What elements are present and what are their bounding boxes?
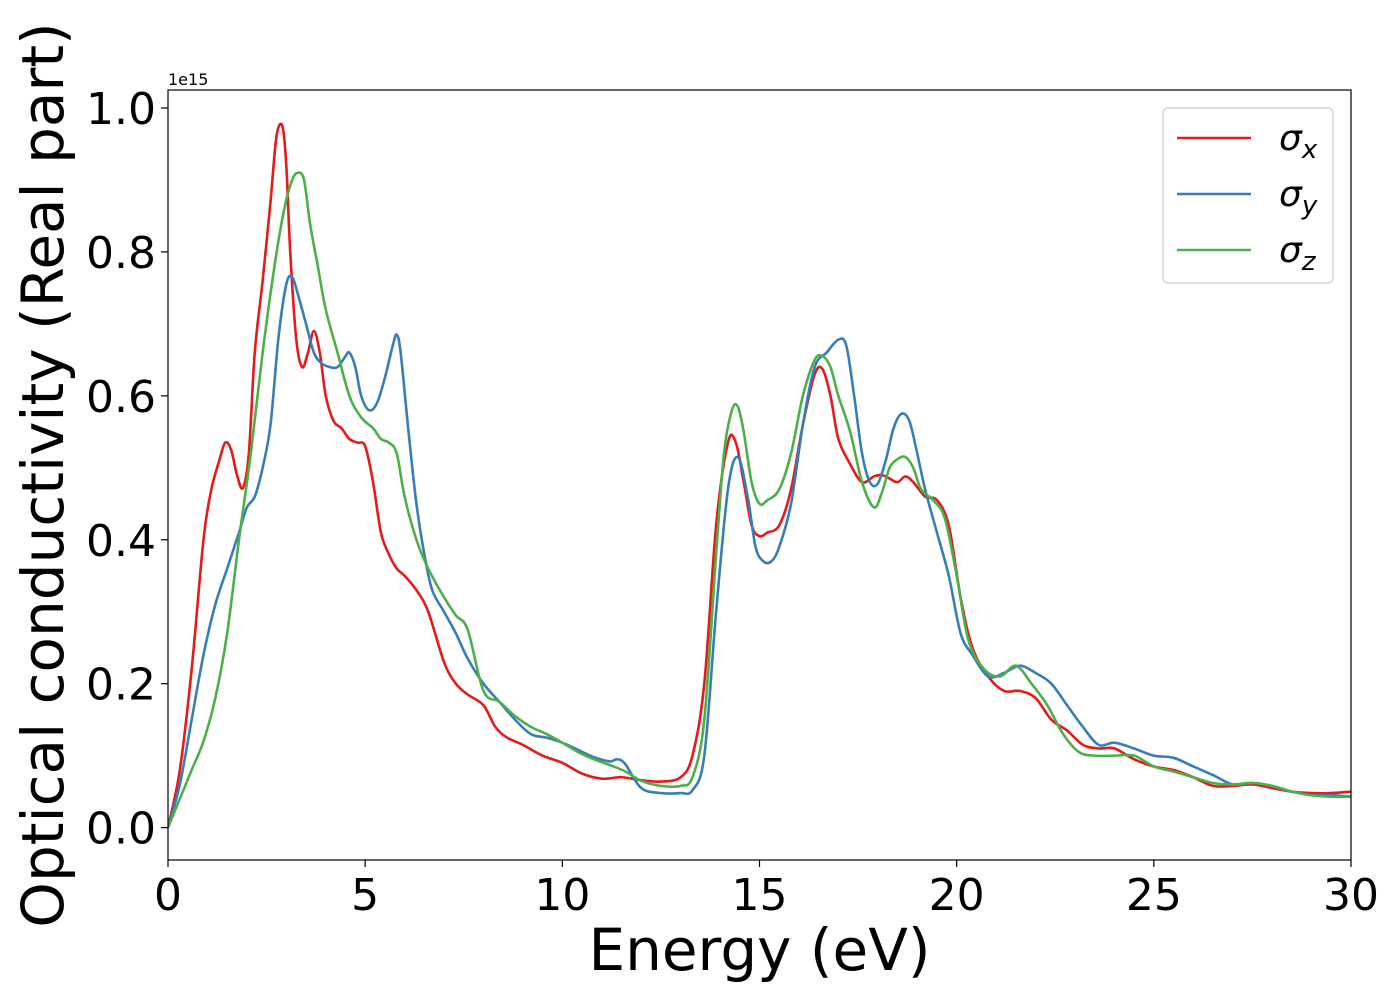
- y-offset-text: 1e15: [168, 70, 208, 89]
- legend-label-x: σx: [1279, 118, 1318, 165]
- x-tick-label: 30: [1323, 870, 1379, 921]
- x-tick-label: 15: [732, 870, 788, 921]
- y-tick-label: 0.8: [86, 228, 156, 279]
- x-tick-label: 5: [351, 870, 379, 921]
- x-axis-label: Energy (eV): [588, 916, 930, 984]
- legend-label-z: σz: [1279, 230, 1317, 277]
- series-layer: [168, 122, 1351, 829]
- y-tick-label: 0.6: [86, 372, 156, 423]
- x-tick-label: 0: [154, 870, 182, 921]
- legend-box: [1162, 107, 1334, 284]
- legend: σx σy σz: [1162, 107, 1334, 284]
- y-tick-label: 0.0: [86, 804, 156, 855]
- y-axis-label: Optical conductivity (Real part): [9, 22, 77, 927]
- y-tick-label: 0.4: [86, 516, 156, 567]
- y-tick-label: 0.2: [86, 660, 156, 711]
- series-line-y: [168, 274, 1351, 828]
- x-tick-label: 25: [1126, 870, 1182, 921]
- legend-label-y: σy: [1279, 174, 1318, 221]
- y-axis: 0.0 0.2 0.4 0.6 0.8 1.0: [86, 84, 168, 855]
- x-tick-label: 10: [534, 870, 590, 921]
- x-tick-label: 20: [929, 870, 985, 921]
- x-axis: 0 5 10 15 20 25 30: [154, 860, 1379, 921]
- series-line-x: [168, 122, 1351, 828]
- y-tick-label: 1.0: [86, 84, 156, 135]
- series-line-z: [168, 171, 1351, 829]
